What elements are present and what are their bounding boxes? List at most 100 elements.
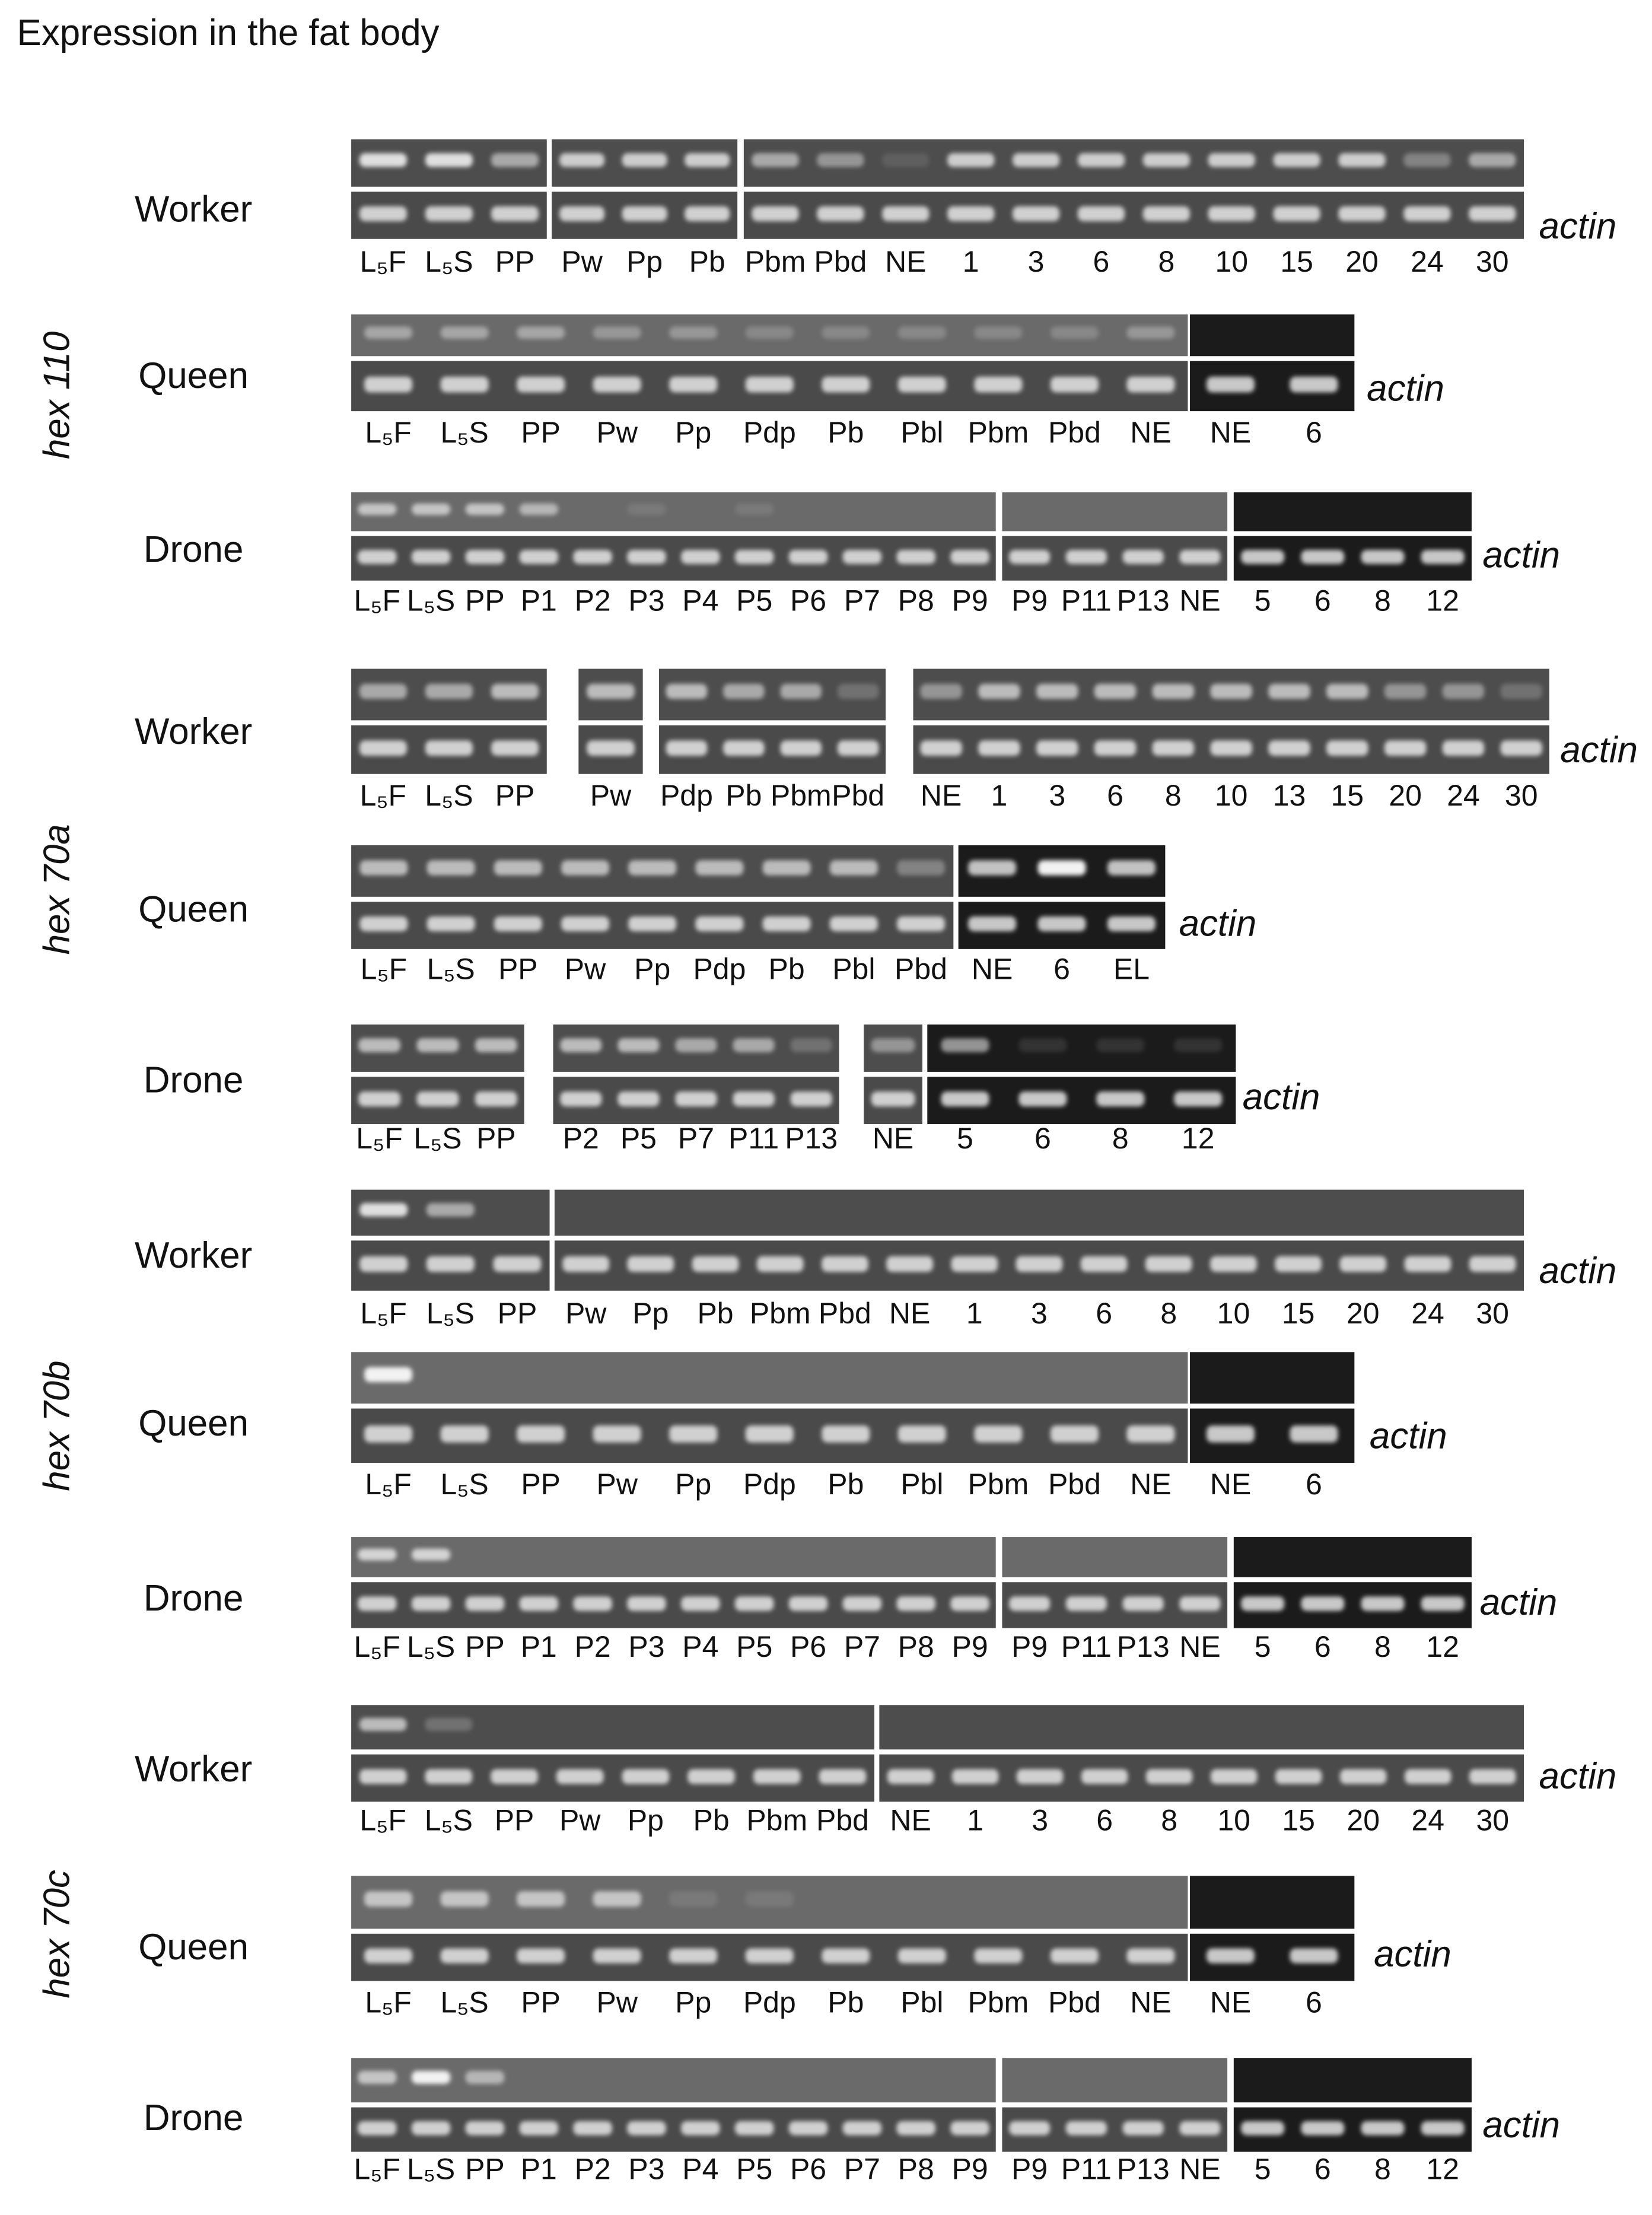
lane-label: Pbd: [816, 1804, 869, 1837]
actin-band: [871, 1091, 915, 1107]
lane-label: P7: [844, 584, 880, 617]
band: [829, 860, 878, 876]
actin-band: [1037, 916, 1086, 931]
lane-label: L₅S: [441, 416, 489, 449]
actin-band: [1207, 1425, 1255, 1443]
actin-band: [745, 1425, 794, 1443]
lane-label: 12: [1426, 2152, 1459, 2185]
actin-band: [627, 1256, 674, 1272]
actin-band: [675, 1091, 717, 1107]
band: [358, 1548, 397, 1561]
lane-label: P2: [575, 584, 611, 617]
actin-band: [1268, 740, 1310, 756]
lane-label: Pw: [596, 1468, 638, 1501]
control-label: actin: [1482, 2105, 1560, 2146]
lane-label: 20: [1389, 779, 1422, 812]
lane-label: 6: [1306, 1468, 1322, 1501]
band: [733, 1038, 775, 1052]
control-label: actin: [1539, 1756, 1617, 1797]
actin-band: [734, 550, 774, 564]
gene-label: hex 110: [36, 332, 77, 460]
lane-label: PP: [521, 1468, 561, 1501]
lane-label: P13: [1117, 2152, 1170, 2185]
actin-band: [1207, 377, 1255, 393]
actin-band: [1273, 206, 1320, 221]
band: [359, 1203, 408, 1217]
band: [358, 503, 397, 515]
band: [1126, 326, 1175, 339]
actin-band: [762, 916, 811, 931]
band: [947, 153, 995, 167]
lane-label: P11: [1061, 1630, 1112, 1663]
actin-band: [829, 916, 878, 931]
control-label: actin: [1179, 903, 1257, 944]
gel-top: [1188, 1873, 1357, 1931]
actin-band: [1050, 1948, 1099, 1963]
actin-band: [978, 740, 1020, 756]
lane-label: 20: [1347, 1297, 1380, 1330]
actin-band: [822, 1425, 870, 1443]
band: [425, 153, 473, 167]
lane-label: 6: [1107, 779, 1123, 812]
band: [359, 153, 407, 167]
actin-band: [1421, 550, 1465, 564]
lane-label: L₅S: [407, 584, 455, 617]
lane-label: 5: [1255, 2152, 1271, 2185]
actin-band: [1384, 740, 1427, 756]
lane-label: 6: [1306, 1986, 1322, 2019]
actin-band: [1210, 1769, 1258, 1784]
band: [559, 153, 605, 167]
lane-label: 5: [1255, 1630, 1271, 1663]
band: [358, 2071, 397, 2084]
band: [871, 1038, 915, 1052]
lane-label: Pbm: [968, 1986, 1029, 2019]
lane-label: NE: [873, 1122, 913, 1155]
actin-band: [687, 1769, 735, 1784]
band: [622, 153, 667, 167]
actin-band: [519, 1596, 559, 1611]
caste-label: Queen: [138, 889, 249, 930]
lane-label: L₅F: [365, 416, 411, 449]
actin-band: [1469, 206, 1516, 221]
band: [560, 1038, 602, 1052]
lane-label: Pp: [675, 1986, 711, 2019]
actin-band: [1065, 1596, 1107, 1611]
caste-label: Worker: [135, 711, 252, 752]
actin-band: [692, 1256, 739, 1272]
actin-band: [1065, 550, 1107, 564]
lane-label: L₅F: [361, 953, 407, 986]
actin-band: [950, 2121, 989, 2136]
actin-band: [1469, 1769, 1516, 1784]
lane-label: P7: [844, 2152, 880, 2185]
caste-label: Worker: [135, 1749, 252, 1790]
lane-label: NE: [921, 779, 962, 812]
lane-label: P4: [682, 2152, 718, 2185]
band: [1208, 153, 1255, 167]
actin-band: [573, 550, 612, 564]
lane-label: P3: [628, 584, 664, 617]
lane-label: Pbm: [968, 416, 1029, 449]
actin-band: [465, 2121, 505, 2136]
band: [1268, 683, 1310, 699]
actin-band: [425, 740, 473, 756]
actin-band: [494, 916, 542, 931]
lane-label: 10: [1217, 1804, 1250, 1837]
actin-band: [1290, 1425, 1338, 1443]
lane-label: Pb: [827, 416, 864, 449]
actin-band: [1403, 206, 1451, 221]
actin-band: [593, 1425, 641, 1443]
actin-band: [753, 1769, 801, 1784]
lane-label: P11: [1061, 2152, 1112, 2185]
actin-band: [559, 206, 605, 221]
lane-label: Pw: [590, 779, 632, 812]
lane-label: 6: [1306, 416, 1322, 449]
caste-label: Worker: [135, 189, 252, 230]
lane-label: P8: [898, 584, 934, 617]
actin-band: [1421, 1596, 1465, 1611]
band: [425, 1718, 473, 1732]
lane-label: L₅F: [365, 1986, 411, 2019]
actin-band: [1361, 1596, 1405, 1611]
actin-band: [1179, 2121, 1221, 2136]
gel-top: [349, 490, 998, 533]
control-label: actin: [1374, 1934, 1452, 1975]
